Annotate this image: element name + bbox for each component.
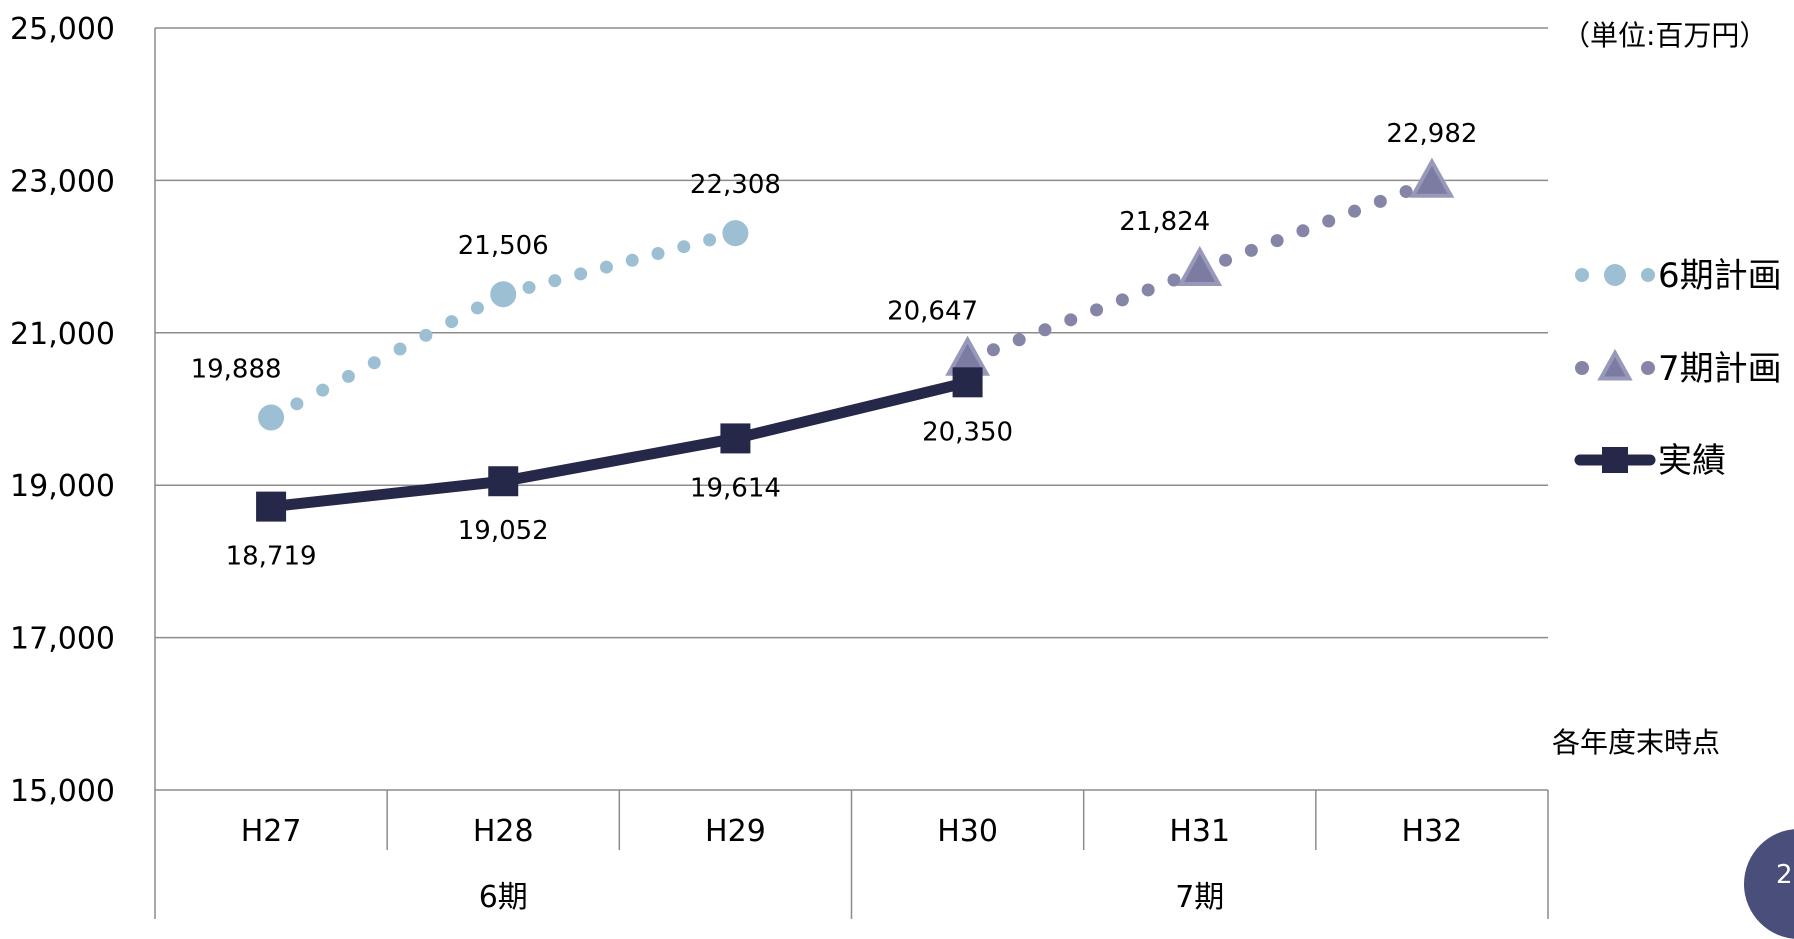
x-tick-label: H31	[1169, 814, 1230, 849]
series-dot	[445, 315, 459, 329]
x-tick-label: H29	[705, 814, 766, 849]
data-point-circle	[1604, 264, 1626, 286]
series-dot	[986, 343, 1000, 357]
data-point-circle	[722, 220, 749, 247]
series-dot	[599, 260, 613, 274]
footnote: 各年度末時点	[1552, 726, 1720, 759]
data-label: 21,506	[458, 231, 549, 261]
legend-label: 6期計画	[1658, 256, 1782, 296]
data-label: 22,308	[690, 170, 781, 200]
data-point-square	[256, 491, 287, 522]
legend-dot	[1641, 268, 1655, 282]
data-label: 20,350	[922, 417, 1013, 447]
series-dot	[1244, 243, 1258, 257]
y-tick-label: 19,000	[10, 469, 115, 504]
data-label: 18,719	[226, 542, 317, 572]
series-dot	[574, 267, 588, 281]
series-dot	[1115, 293, 1129, 307]
series-dot	[703, 233, 717, 247]
series-dot	[1373, 194, 1387, 208]
y-axis: 15,000 17,000 19,000 21,000 23,000 25,000	[10, 12, 156, 919]
y-tick-label: 17,000	[10, 622, 115, 657]
data-labels: 19,888 21,506 22,308 20,647 21,824 22,982 18,7…	[191, 119, 1478, 572]
series-dot	[1167, 273, 1181, 287]
series-dot	[1322, 214, 1336, 228]
data-label: 20,647	[887, 297, 978, 327]
data-label: 19,614	[690, 473, 781, 503]
data-point-square	[1602, 447, 1628, 473]
legend-label: 7期計画	[1658, 349, 1782, 389]
legend-dot	[1575, 268, 1589, 282]
series-dot	[367, 356, 381, 370]
legend-entry: 6期計画	[1575, 256, 1782, 296]
series-dot	[419, 328, 433, 342]
series-dot	[1012, 333, 1026, 347]
series-square	[256, 367, 983, 522]
data-point-triangle	[1177, 245, 1223, 287]
series-dot	[522, 280, 536, 294]
y-tick-label: 23,000	[10, 164, 115, 199]
series-dot	[470, 301, 484, 315]
data-point-square	[488, 466, 519, 497]
x-tick-label: H27	[241, 814, 302, 849]
series-dot	[1038, 323, 1052, 337]
series-dot	[1090, 303, 1104, 317]
x-tick-label: H32	[1402, 814, 1463, 849]
series-dot	[290, 397, 304, 411]
data-label: 19,888	[191, 355, 282, 385]
series-dot	[1399, 185, 1413, 199]
data-point-circle	[258, 404, 285, 431]
legend-entry: 実績	[1574, 441, 1726, 481]
legend-label: 実績	[1658, 441, 1726, 481]
series-dot	[1064, 313, 1078, 327]
series-dot	[677, 240, 691, 254]
data-point-square	[952, 367, 983, 398]
series-dot	[1141, 283, 1155, 297]
series-layer	[256, 157, 1455, 522]
y-tick-label: 15,000	[10, 774, 115, 809]
x-axis: H27 H28 H29 H30 H31 H32 6期 7期	[241, 790, 1549, 919]
y-tick-label: 21,000	[10, 317, 115, 352]
data-point-triangle	[1409, 157, 1455, 198]
series-dot	[341, 369, 355, 383]
x-group-label: 7期	[1175, 880, 1224, 915]
series-dot	[1296, 224, 1310, 238]
series-dot	[1270, 234, 1284, 248]
series-line	[270, 376, 969, 513]
series-dot	[548, 274, 562, 288]
page-number: 20	[1776, 860, 1794, 890]
data-point-triangle	[1597, 348, 1633, 381]
data-label: 19,052	[458, 516, 549, 546]
legend-entry: 7期計画	[1575, 348, 1782, 389]
chart: 15,000 17,000 19,000 21,000 23,000 25,000 H27…	[10, 12, 1782, 919]
unit-note: （単位:百万円）	[1562, 19, 1767, 52]
series-dot	[316, 383, 330, 397]
series-dot	[625, 253, 639, 267]
series-dot	[1348, 204, 1362, 218]
y-tick-label: 25,000	[10, 12, 115, 47]
data-point-circle	[490, 281, 517, 308]
series-dot	[651, 247, 665, 261]
data-label: 21,824	[1119, 207, 1210, 237]
legend-dot	[1641, 361, 1655, 375]
legend-dot	[1575, 361, 1589, 375]
x-group-label: 6期	[479, 880, 528, 915]
series-triangle	[945, 157, 1455, 376]
x-tick-label: H28	[473, 814, 534, 849]
series-dot	[1219, 253, 1233, 267]
series-dot	[393, 342, 407, 356]
data-label: 22,982	[1386, 119, 1477, 149]
x-tick-label: H30	[937, 814, 998, 849]
series-circle	[258, 220, 749, 431]
data-point-square	[720, 423, 751, 454]
